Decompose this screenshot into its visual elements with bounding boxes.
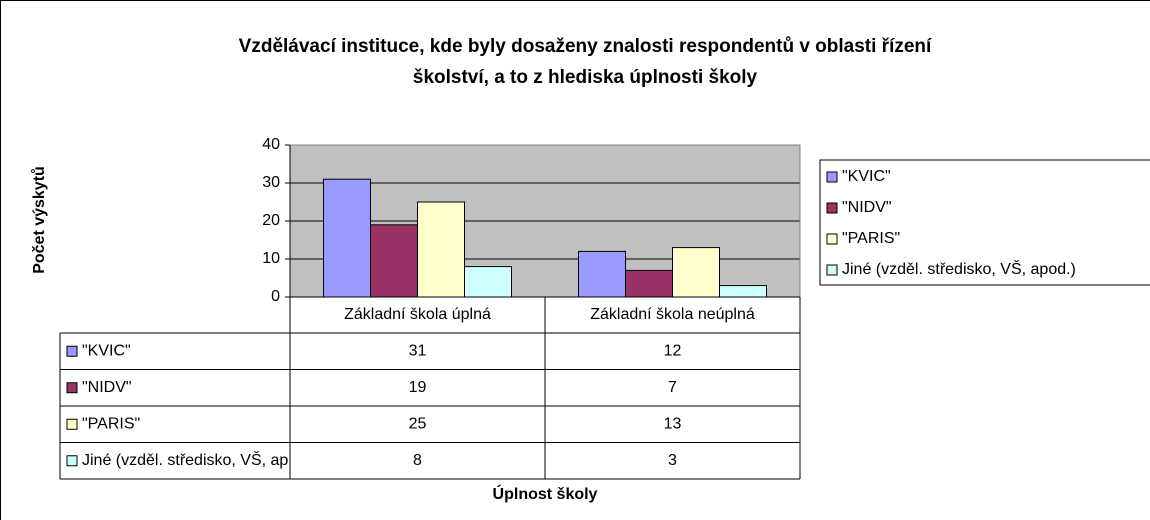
bar <box>464 266 512 298</box>
y-axis-label: Počet výskytů <box>31 166 48 274</box>
table-series-name: "PARIS" <box>82 415 140 432</box>
legend-key <box>826 264 838 276</box>
table-cell: 19 <box>409 379 427 396</box>
bar <box>370 224 418 298</box>
legend-box <box>819 159 1150 286</box>
legend-key <box>826 233 838 245</box>
chart-title: školství, a to z hlediska úplnosti školy <box>413 67 758 88</box>
table-cell: 31 <box>409 342 427 359</box>
y-tick-label: 0 <box>271 288 280 305</box>
x-tick-label: Základní škola neúplná <box>590 306 755 323</box>
table-series-name: Jiné (vzděl. středisko, VŠ, apod.) <box>82 450 316 469</box>
table-legend-key <box>66 345 78 357</box>
bar <box>672 247 720 298</box>
chart-title: Vzdělávací instituce, kde byly dosaženy … <box>239 36 932 57</box>
table-cell: 12 <box>664 342 682 359</box>
table-cell: 7 <box>668 379 677 396</box>
bar <box>417 201 465 298</box>
table-cell: 25 <box>409 415 427 432</box>
legend-label: "KVIC" <box>842 168 891 185</box>
table-series-name: "NIDV" <box>82 379 132 396</box>
legend-label: "PARIS" <box>842 230 900 247</box>
x-tick-label: Základní škola úplná <box>344 306 491 323</box>
legend-label: Jiné (vzděl. středisko, VŠ, apod.) <box>842 259 1076 278</box>
bar <box>625 269 673 298</box>
x-axis-label: Úplnost školy <box>493 484 598 503</box>
table-legend-key <box>66 455 78 467</box>
legend-key <box>826 202 838 214</box>
table-series-name: "KVIC" <box>82 342 131 359</box>
bar <box>578 250 626 298</box>
table-cell: 3 <box>668 452 677 469</box>
y-tick-label: 20 <box>262 212 280 229</box>
table-legend-key <box>66 382 78 394</box>
table-cell: 8 <box>413 452 422 469</box>
y-tick-label: 30 <box>262 174 280 191</box>
table-legend-key <box>66 418 78 430</box>
table-cell: 13 <box>664 415 682 432</box>
bar <box>719 285 767 298</box>
bar <box>323 178 371 298</box>
legend-label: "NIDV" <box>842 199 892 216</box>
y-tick-label: 10 <box>262 250 280 267</box>
y-tick-label: 40 <box>262 136 280 153</box>
legend-key <box>826 171 838 183</box>
